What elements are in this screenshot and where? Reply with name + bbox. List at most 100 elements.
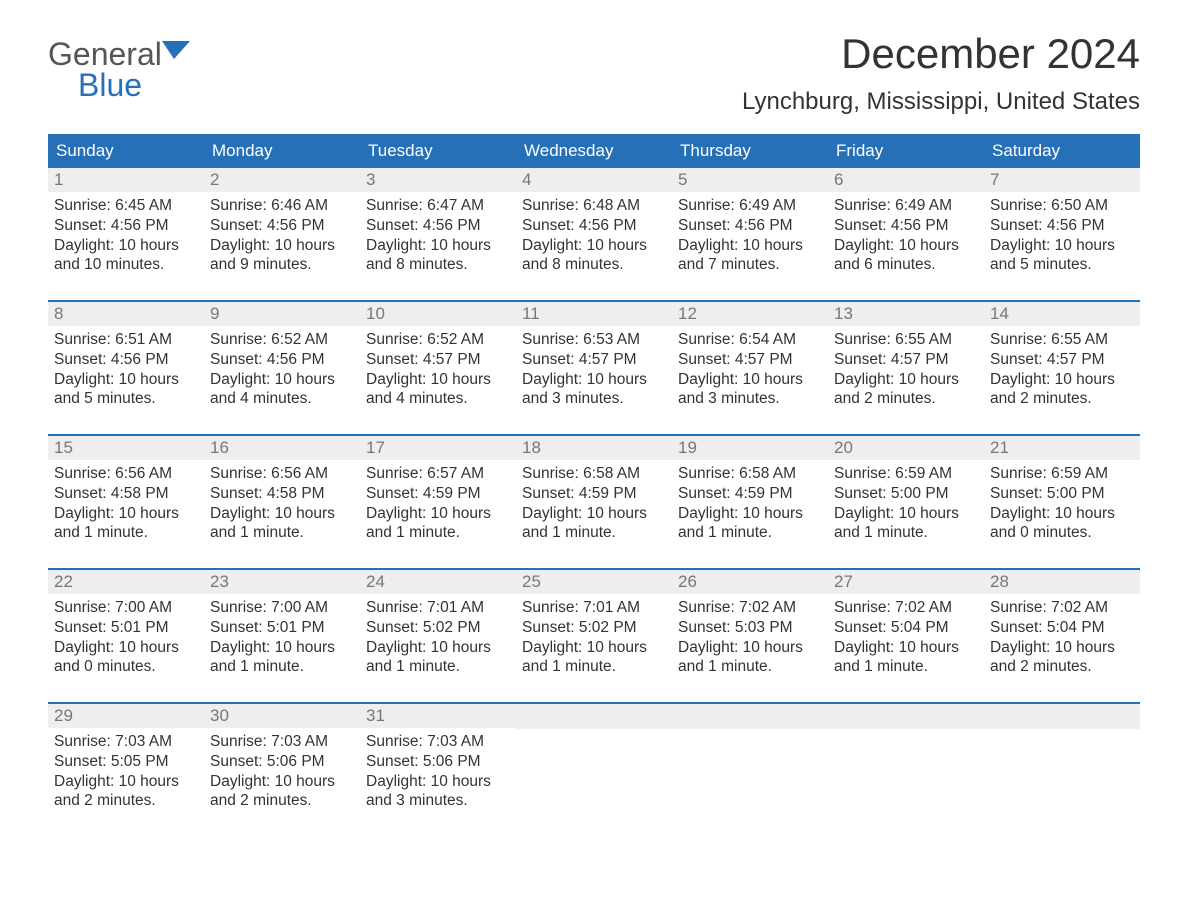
weekday: Sunday (48, 134, 204, 168)
day-body: Sunrise: 7:02 AMSunset: 5:04 PMDaylight:… (828, 594, 984, 681)
day-number: 16 (204, 436, 360, 460)
sunset-text: Sunset: 4:56 PM (522, 216, 666, 236)
calendar: Sunday Monday Tuesday Wednesday Thursday… (48, 134, 1140, 822)
sunset-text: Sunset: 4:59 PM (678, 484, 822, 504)
day-number: 18 (516, 436, 672, 460)
sunset-text: Sunset: 5:00 PM (990, 484, 1134, 504)
daylight-text: Daylight: 10 hours (522, 370, 666, 390)
sunset-text: Sunset: 4:56 PM (210, 216, 354, 236)
sunset-text: Sunset: 4:57 PM (990, 350, 1134, 370)
day-number: 15 (48, 436, 204, 460)
weekday: Wednesday (516, 134, 672, 168)
day-number: 27 (828, 570, 984, 594)
sunset-text: Sunset: 5:01 PM (54, 618, 198, 638)
day-number: 4 (516, 168, 672, 192)
day-number: 23 (204, 570, 360, 594)
daylight-text: and 2 minutes. (990, 389, 1134, 409)
daylight-text: and 1 minute. (366, 657, 510, 677)
day-number: 2 (204, 168, 360, 192)
weeks-container: 1Sunrise: 6:45 AMSunset: 4:56 PMDaylight… (48, 168, 1140, 822)
day-number: 21 (984, 436, 1140, 460)
sunrise-text: Sunrise: 7:02 AM (834, 598, 978, 618)
month-title: December 2024 (742, 30, 1140, 78)
daylight-text: Daylight: 10 hours (366, 772, 510, 792)
sunset-text: Sunset: 4:56 PM (678, 216, 822, 236)
day-body: Sunrise: 6:52 AMSunset: 4:56 PMDaylight:… (204, 326, 360, 413)
weekday: Friday (828, 134, 984, 168)
calendar-day: 2Sunrise: 6:46 AMSunset: 4:56 PMDaylight… (204, 168, 360, 286)
calendar-day: 30Sunrise: 7:03 AMSunset: 5:06 PMDayligh… (204, 704, 360, 822)
daylight-text: Daylight: 10 hours (834, 638, 978, 658)
sunset-text: Sunset: 5:06 PM (366, 752, 510, 772)
day-number: 11 (516, 302, 672, 326)
day-body: Sunrise: 6:59 AMSunset: 5:00 PMDaylight:… (984, 460, 1140, 547)
day-body: Sunrise: 6:56 AMSunset: 4:58 PMDaylight:… (48, 460, 204, 547)
day-body: Sunrise: 6:57 AMSunset: 4:59 PMDaylight:… (360, 460, 516, 547)
day-body: Sunrise: 6:53 AMSunset: 4:57 PMDaylight:… (516, 326, 672, 413)
sunrise-text: Sunrise: 6:48 AM (522, 196, 666, 216)
sunset-text: Sunset: 5:05 PM (54, 752, 198, 772)
sunset-text: Sunset: 4:59 PM (522, 484, 666, 504)
daylight-text: and 1 minute. (678, 523, 822, 543)
day-number: 1 (48, 168, 204, 192)
daylight-text: and 9 minutes. (210, 255, 354, 275)
sunset-text: Sunset: 4:58 PM (54, 484, 198, 504)
sunrise-text: Sunrise: 7:00 AM (210, 598, 354, 618)
calendar-day: 8Sunrise: 6:51 AMSunset: 4:56 PMDaylight… (48, 302, 204, 420)
sunset-text: Sunset: 5:02 PM (522, 618, 666, 638)
day-number: 30 (204, 704, 360, 728)
sunrise-text: Sunrise: 7:01 AM (522, 598, 666, 618)
calendar-day: 22Sunrise: 7:00 AMSunset: 5:01 PMDayligh… (48, 570, 204, 688)
calendar-day: 1Sunrise: 6:45 AMSunset: 4:56 PMDaylight… (48, 168, 204, 286)
calendar-day: 20Sunrise: 6:59 AMSunset: 5:00 PMDayligh… (828, 436, 984, 554)
sunset-text: Sunset: 5:02 PM (366, 618, 510, 638)
day-number: 12 (672, 302, 828, 326)
day-body: Sunrise: 7:03 AMSunset: 5:05 PMDaylight:… (48, 728, 204, 815)
day-body: Sunrise: 6:58 AMSunset: 4:59 PMDaylight:… (672, 460, 828, 547)
day-number: 26 (672, 570, 828, 594)
weekday: Thursday (672, 134, 828, 168)
daylight-text: and 5 minutes. (54, 389, 198, 409)
day-number: 6 (828, 168, 984, 192)
week-row: 1Sunrise: 6:45 AMSunset: 4:56 PMDaylight… (48, 168, 1140, 286)
calendar-day: 10Sunrise: 6:52 AMSunset: 4:57 PMDayligh… (360, 302, 516, 420)
daylight-text: Daylight: 10 hours (522, 504, 666, 524)
daylight-text: and 8 minutes. (522, 255, 666, 275)
daylight-text: and 2 minutes. (834, 389, 978, 409)
daylight-text: Daylight: 10 hours (366, 236, 510, 256)
daylight-text: Daylight: 10 hours (210, 236, 354, 256)
daylight-text: Daylight: 10 hours (54, 236, 198, 256)
sunrise-text: Sunrise: 6:52 AM (366, 330, 510, 350)
daylight-text: and 7 minutes. (678, 255, 822, 275)
sunrise-text: Sunrise: 6:55 AM (834, 330, 978, 350)
daylight-text: and 4 minutes. (210, 389, 354, 409)
calendar-day (516, 704, 672, 822)
sunset-text: Sunset: 5:03 PM (678, 618, 822, 638)
sunrise-text: Sunrise: 6:55 AM (990, 330, 1134, 350)
sunrise-text: Sunrise: 6:51 AM (54, 330, 198, 350)
weekday-header: Sunday Monday Tuesday Wednesday Thursday… (48, 134, 1140, 168)
day-body: Sunrise: 6:58 AMSunset: 4:59 PMDaylight:… (516, 460, 672, 547)
day-number: 31 (360, 704, 516, 728)
daylight-text: Daylight: 10 hours (678, 236, 822, 256)
calendar-day: 25Sunrise: 7:01 AMSunset: 5:02 PMDayligh… (516, 570, 672, 688)
sunset-text: Sunset: 4:57 PM (834, 350, 978, 370)
daylight-text: Daylight: 10 hours (522, 638, 666, 658)
calendar-day: 17Sunrise: 6:57 AMSunset: 4:59 PMDayligh… (360, 436, 516, 554)
day-number (828, 704, 984, 729)
day-body: Sunrise: 7:03 AMSunset: 5:06 PMDaylight:… (204, 728, 360, 815)
calendar-day (828, 704, 984, 822)
sunset-text: Sunset: 4:56 PM (210, 350, 354, 370)
calendar-day: 26Sunrise: 7:02 AMSunset: 5:03 PMDayligh… (672, 570, 828, 688)
sunrise-text: Sunrise: 6:56 AM (210, 464, 354, 484)
calendar-day: 4Sunrise: 6:48 AMSunset: 4:56 PMDaylight… (516, 168, 672, 286)
day-number: 7 (984, 168, 1140, 192)
daylight-text: Daylight: 10 hours (210, 370, 354, 390)
sunrise-text: Sunrise: 7:03 AM (210, 732, 354, 752)
day-body: Sunrise: 7:02 AMSunset: 5:03 PMDaylight:… (672, 594, 828, 681)
day-body: Sunrise: 6:45 AMSunset: 4:56 PMDaylight:… (48, 192, 204, 279)
daylight-text: Daylight: 10 hours (210, 504, 354, 524)
day-number: 19 (672, 436, 828, 460)
day-body: Sunrise: 6:49 AMSunset: 4:56 PMDaylight:… (828, 192, 984, 279)
brand-logo: General Blue (48, 30, 190, 104)
